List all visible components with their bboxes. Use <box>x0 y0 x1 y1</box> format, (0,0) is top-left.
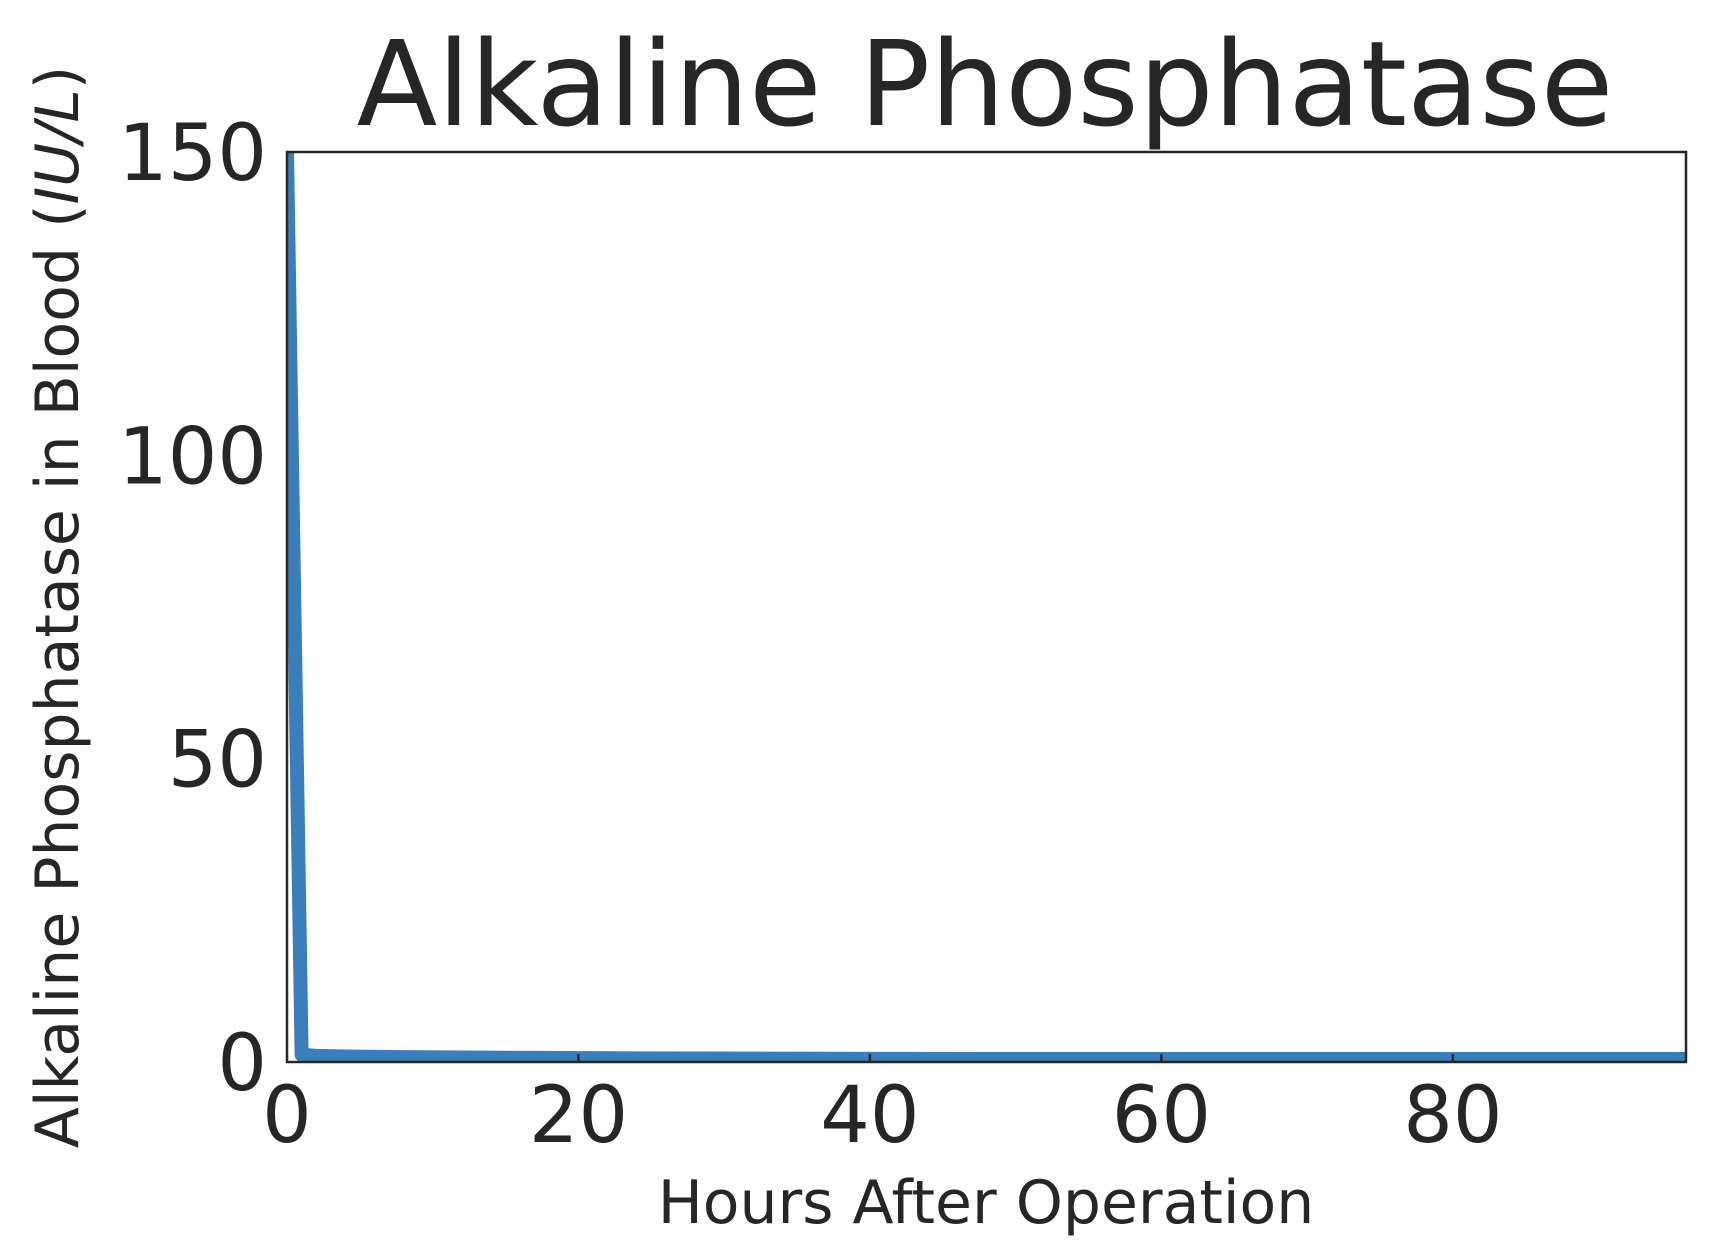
x-tick-label: 60 <box>1112 1071 1211 1161</box>
y-tick-label: 150 <box>118 109 267 199</box>
series-line-0 <box>287 152 1686 1062</box>
x-tick-label: 80 <box>1403 1071 1502 1161</box>
plot-frame <box>285 150 1688 1064</box>
y-tick-label: 0 <box>217 1019 267 1109</box>
y-axis-label-close: ) <box>23 66 93 89</box>
y-tick-label: 100 <box>118 412 267 502</box>
y-tick-label: 50 <box>168 716 267 806</box>
y-axis-label-main: Alkaline Phosphatase in Blood ( <box>23 204 93 1148</box>
y-axis-label-unit: IU/L <box>23 89 93 204</box>
x-tick-label: 20 <box>529 1071 628 1161</box>
x-tick-label: 40 <box>820 1071 919 1161</box>
chart-title: Alkaline Phosphatase <box>357 15 1614 153</box>
x-tick-label: 0 <box>262 1071 312 1161</box>
y-axis-label: Alkaline Phosphatase in Blood (IU/L) <box>23 66 93 1148</box>
x-axis-label: Hours After Operation <box>658 1168 1315 1238</box>
